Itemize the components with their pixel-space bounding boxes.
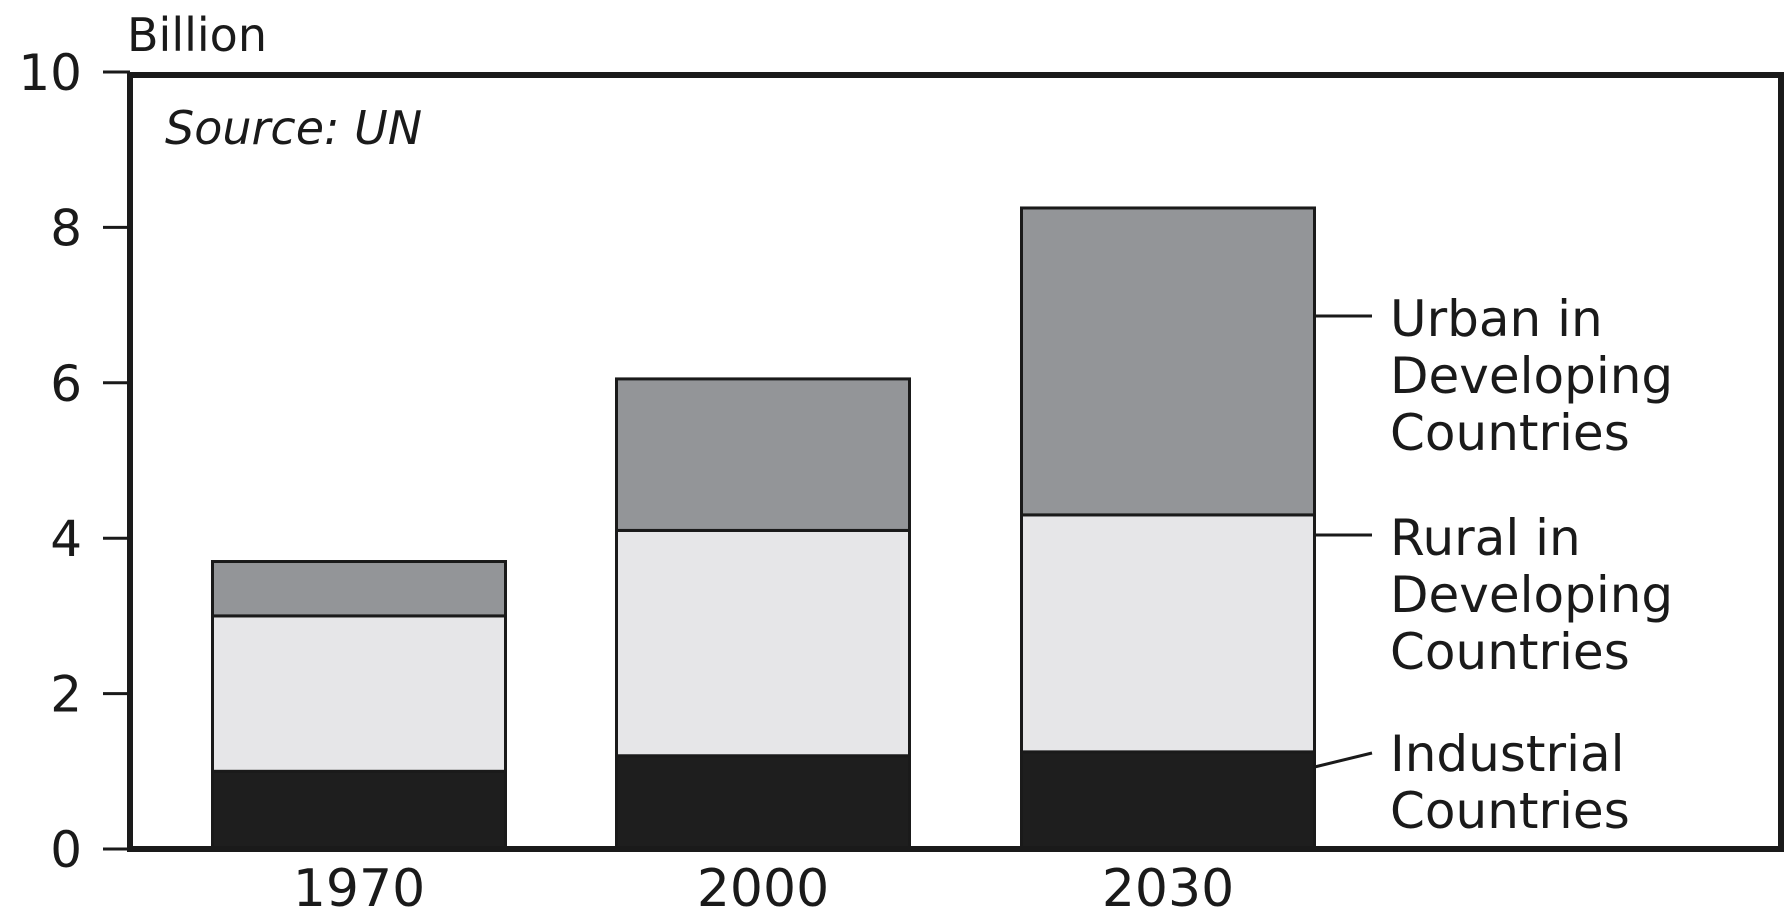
x-tick-label-2000: 2000 <box>697 859 829 912</box>
bar-2000-urban-in-developing-countries <box>615 377 911 532</box>
y-tick-label-2: 2 <box>50 666 82 724</box>
x-tick-label-2030: 2030 <box>1102 859 1234 912</box>
y-tick-label-8: 8 <box>50 199 82 257</box>
y-tick-label-0: 0 <box>50 821 82 879</box>
bar-2000-industrial-countries <box>615 754 911 851</box>
connector-industrial-countries <box>1314 751 1373 769</box>
series-label-line: Developing <box>1390 347 1673 405</box>
series-label-line: Industrial <box>1390 725 1625 783</box>
series-label-line: Countries <box>1390 623 1630 681</box>
y-tick-label-10: 10 <box>18 44 82 102</box>
bar-1970-industrial-countries <box>211 769 507 851</box>
series-label-line: Countries <box>1390 404 1630 462</box>
series-label-line: Urban in <box>1390 290 1603 348</box>
y-tick-label-4: 4 <box>50 510 82 568</box>
source-note: Source: UN <box>165 101 422 155</box>
plot-frame <box>127 72 1784 852</box>
series-label-rural-in-developing-countries: Rural in Developing Countries <box>1390 509 1673 681</box>
series-label-industrial-countries: Industrial Countries <box>1390 725 1630 840</box>
bar-2030-rural-in-developing-countries <box>1020 513 1316 754</box>
bar-1970-rural-in-developing-countries <box>211 614 507 773</box>
y-tick-label-6: 6 <box>50 355 82 413</box>
bar-2030-urban-in-developing-countries <box>1020 206 1316 517</box>
series-label-line: Developing <box>1390 566 1673 624</box>
y-axis-unit-label: Billion <box>127 8 267 62</box>
bar-1970-urban-in-developing-countries <box>211 560 507 618</box>
x-tick-label-1970: 1970 <box>293 859 425 912</box>
series-label-urban-in-developing-countries: Urban in Developing Countries <box>1390 290 1673 462</box>
series-label-line: Rural in <box>1390 509 1581 567</box>
series-label-line: Countries <box>1390 782 1630 840</box>
bar-2000-rural-in-developing-countries <box>615 528 911 758</box>
bar-2030-industrial-countries <box>1020 750 1316 851</box>
